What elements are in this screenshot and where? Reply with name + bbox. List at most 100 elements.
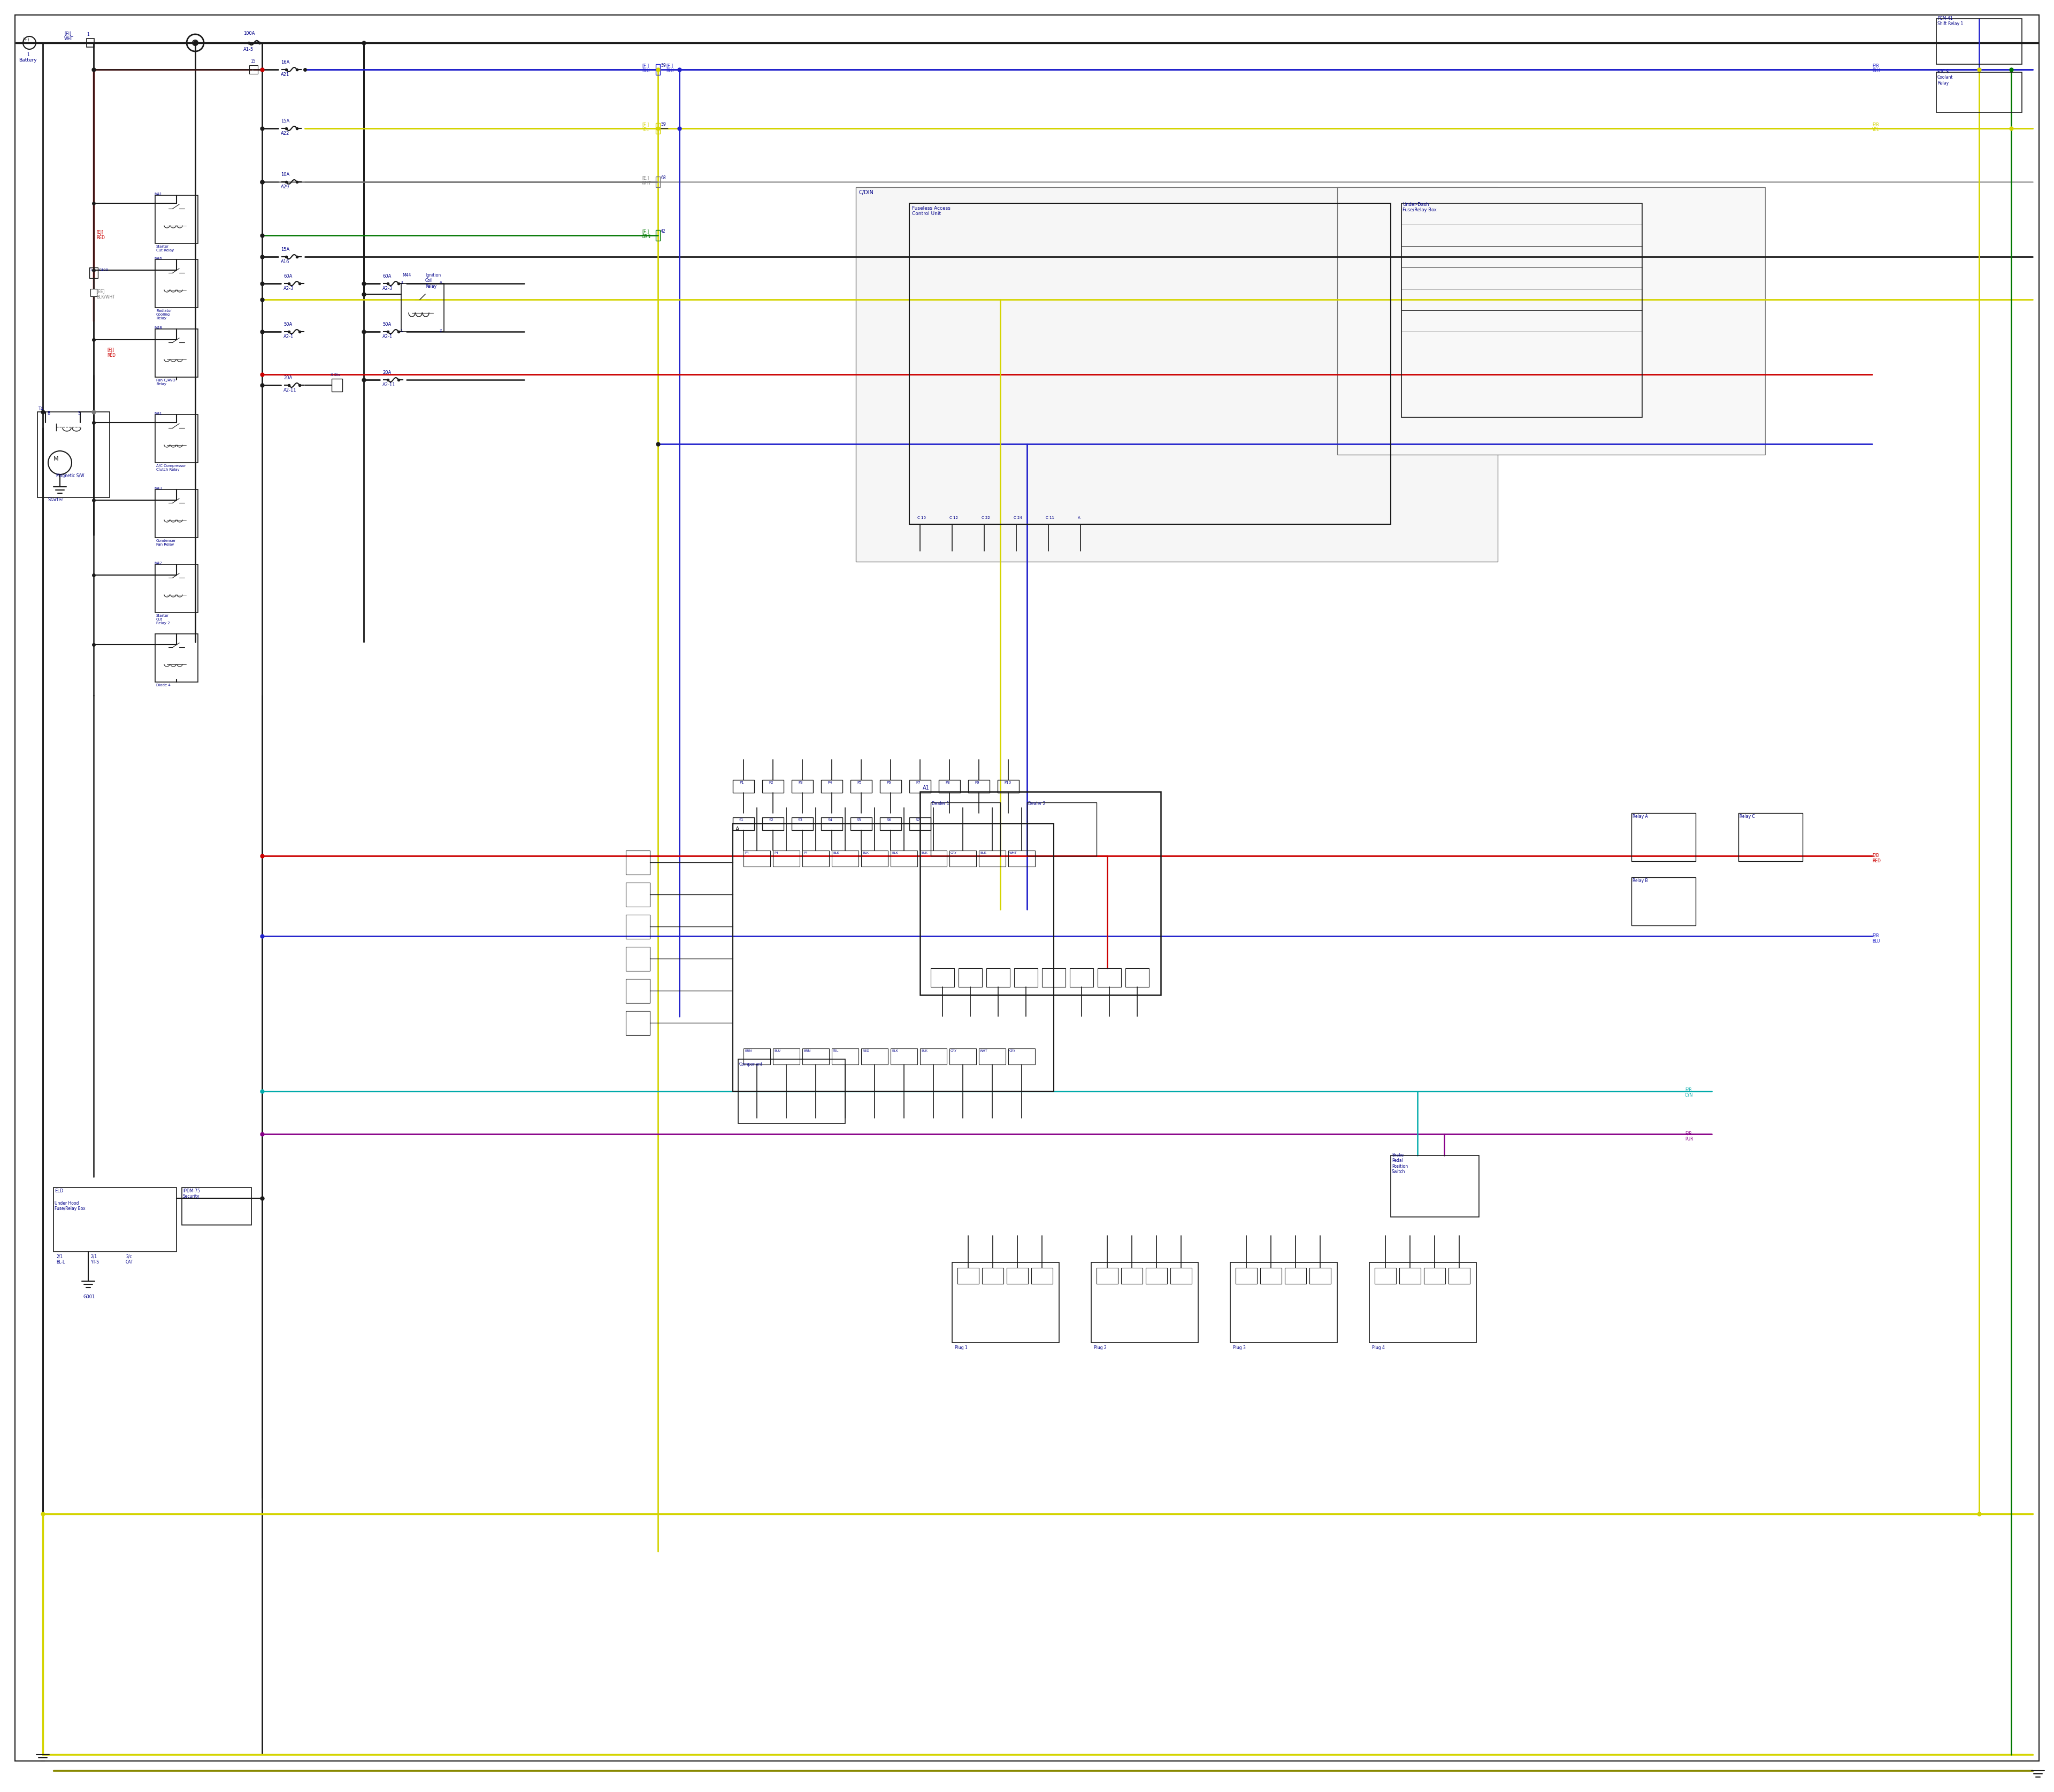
Text: (+): (+) [23,38,29,41]
Text: M41: M41 [154,412,162,416]
Bar [249,65,259,73]
Text: M44: M44 [403,272,411,278]
Bar [183,1188,251,1226]
Bar [850,780,871,792]
Text: 15: 15 [251,59,255,65]
Text: C408: C408 [99,269,109,272]
Bar [762,780,785,792]
Bar [930,968,955,987]
Text: BLK: BLK [920,1050,928,1052]
Text: A1-5: A1-5 [242,47,255,52]
Text: C/DIN: C/DIN [859,190,873,195]
Bar [762,817,785,830]
Text: Plug 4: Plug 4 [1372,1346,1384,1349]
Bar [949,1048,976,1064]
Text: 68: 68 [661,176,665,181]
Bar [879,817,902,830]
Text: P1: P1 [739,781,744,785]
Bar [626,1011,649,1036]
Bar [1631,878,1697,925]
Bar [832,851,859,867]
Text: C 10: C 10 [918,516,926,520]
Bar [822,817,842,830]
Bar [1399,1267,1421,1283]
Text: CRY: CRY [951,1050,957,1052]
Bar [88,267,99,278]
Text: S: S [78,410,80,416]
Text: Plug 1: Plug 1 [955,1346,967,1349]
Bar [939,780,959,792]
Text: A29: A29 [281,185,290,190]
Text: BRN: BRN [744,1050,752,1052]
Text: Relay A: Relay A [1633,814,1647,819]
Text: 2/c
CAT: 2/c CAT [125,1254,134,1265]
Text: E/B
CYN: E/B CYN [1684,1088,1692,1098]
Text: P9: P9 [974,781,980,785]
Bar [156,260,197,308]
Bar [733,817,754,830]
Bar [861,851,887,867]
Text: M43: M43 [154,487,162,489]
Bar [1423,1267,1446,1283]
Text: 16A: 16A [281,59,290,65]
Text: 1: 1 [27,52,29,57]
Bar [626,883,649,907]
Text: BLK: BLK [980,851,986,855]
Text: BLK: BLK [891,1050,898,1052]
Text: [E.]
GRN: [E.] GRN [641,229,651,240]
Bar [910,817,930,830]
Bar [910,780,930,792]
Text: Magnetic S/W: Magnetic S/W [55,473,84,478]
Text: Fuseless Access
Control Unit: Fuseless Access Control Unit [912,206,951,217]
Text: 1: 1 [88,269,92,272]
Bar [857,186,1497,561]
Text: BLK: BLK [832,851,840,855]
Text: 20A: 20A [283,376,292,380]
Text: CRY: CRY [1009,1050,1017,1052]
Text: S4: S4 [828,819,832,823]
Bar [331,378,343,392]
Text: IPDM-75
Security: IPDM-75 Security [183,1188,199,1199]
Text: Starter
Cut Relay: Starter Cut Relay [156,246,175,253]
Text: 15A: 15A [281,118,290,124]
Text: Fan C/AVO
Relay: Fan C/AVO Relay [156,378,175,385]
Bar [1261,1267,1282,1283]
Text: FCM-41
Shift Relay 1: FCM-41 Shift Relay 1 [1937,16,1964,27]
Text: ETC S
Coolant
Relay: ETC S Coolant Relay [1937,70,1953,86]
Bar [1230,1262,1337,1342]
Bar [1370,1262,1477,1342]
Text: Plug 2: Plug 2 [1095,1346,1107,1349]
Bar [744,851,770,867]
Bar [1031,1267,1052,1283]
Bar [850,817,871,830]
Bar [822,780,842,792]
Bar [803,851,830,867]
Text: Component: Component [739,1063,762,1066]
Bar [861,1048,887,1064]
Text: BLK: BLK [863,851,869,855]
Bar [803,1048,830,1064]
Text: P8: P8 [945,781,949,785]
Text: A2-11: A2-11 [382,382,396,387]
Bar [156,195,197,244]
Text: A2-11: A2-11 [283,387,296,392]
Bar [1121,1267,1142,1283]
Text: 100A: 100A [242,30,255,36]
Bar [1027,803,1097,857]
Text: WHT: WHT [1009,851,1017,855]
Text: P7: P7 [916,781,920,785]
Bar [737,1059,844,1124]
Bar [1006,1267,1029,1283]
Text: 59: 59 [661,122,665,127]
Bar [1738,814,1803,862]
Bar [791,817,813,830]
Bar [156,330,197,376]
Text: A2-3: A2-3 [283,287,294,290]
Text: 50A: 50A [382,323,390,326]
Text: S7: S7 [916,819,920,823]
Text: ELD: ELD [55,1188,64,1193]
Text: Relay B: Relay B [1633,878,1647,883]
Text: 1: 1 [401,330,403,332]
Text: M42: M42 [154,561,162,564]
Text: 60A: 60A [382,274,390,280]
